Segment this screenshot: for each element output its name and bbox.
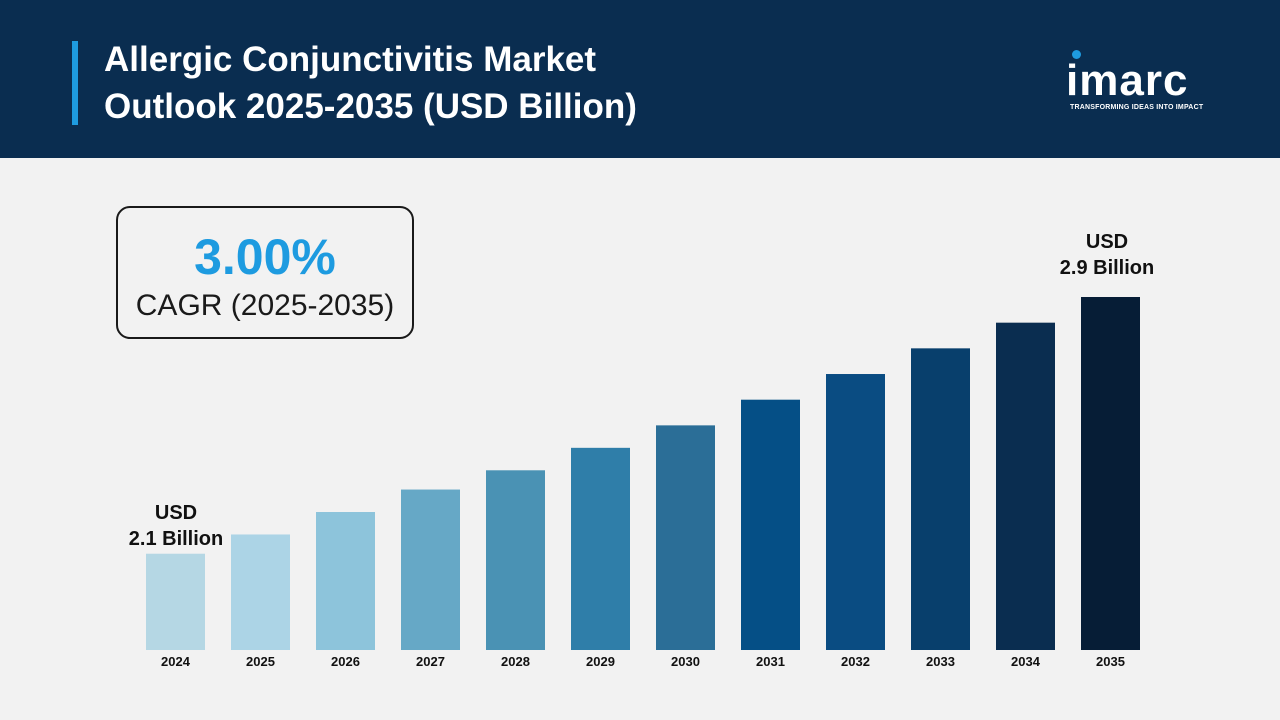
x-tick-label-2025: 2025 — [246, 654, 275, 669]
title-accent-bar — [72, 41, 78, 125]
x-tick-label-2029: 2029 — [586, 654, 615, 669]
bar-2027 — [401, 489, 460, 650]
logo-wordmark: imarc — [1066, 56, 1189, 105]
bar-2029 — [571, 447, 630, 650]
end-annotation-line-1: USD — [1085, 231, 1129, 253]
start-annotation-line-1: USD — [154, 502, 198, 524]
bar-2035 — [1081, 297, 1140, 650]
start-annotation-line-2: 2.1 Billion — [128, 528, 224, 550]
start-value-annotation: USD 2.1 Billion — [106, 500, 246, 552]
page-title: Allergic Conjunctivitis Market Outlook 2… — [104, 36, 864, 130]
bar-2030 — [656, 425, 715, 650]
bar-2034 — [996, 322, 1055, 650]
end-annotation-line-2: 2.9 Billion — [1059, 257, 1155, 279]
x-tick-label-2031: 2031 — [756, 654, 785, 669]
x-tick-label-2028: 2028 — [501, 654, 530, 669]
bar-2026 — [316, 512, 375, 650]
bar-2024 — [146, 553, 205, 650]
header: Allergic Conjunctivitis Market Outlook 2… — [0, 0, 1280, 158]
bar-2032 — [826, 374, 885, 650]
x-tick-label-2027: 2027 — [416, 654, 445, 669]
cagr-box: 3.00% CAGR (2025-2035) — [116, 206, 414, 339]
cagr-value: 3.00% — [194, 229, 336, 285]
x-tick-label-2024: 2024 — [161, 654, 191, 669]
bar-2025 — [231, 534, 290, 650]
bar-2031 — [741, 399, 800, 650]
x-tick-label-2026: 2026 — [331, 654, 360, 669]
title-line-2: Outlook 2025-2035 (USD Billion) — [104, 87, 637, 126]
logo-dot-icon — [1072, 50, 1081, 59]
x-tick-label-2030: 2030 — [671, 654, 700, 669]
title-line-1: Allergic Conjunctivitis Market — [104, 40, 597, 79]
x-tick-label-2034: 2034 — [1011, 654, 1041, 669]
cagr-label: CAGR (2025-2035) — [135, 289, 395, 322]
x-tick-label-2032: 2032 — [841, 654, 870, 669]
imarc-logo: imarc TRANSFORMING IDEAS INTO IMPACT — [1066, 46, 1226, 120]
end-value-annotation: USD 2.9 Billion — [1037, 229, 1177, 281]
bar-2033 — [911, 348, 970, 650]
x-tick-label-2033: 2033 — [926, 654, 955, 669]
bar-2028 — [486, 470, 545, 650]
logo-tagline: TRANSFORMING IDEAS INTO IMPACT — [1070, 104, 1204, 111]
x-tick-label-2035: 2035 — [1096, 654, 1125, 669]
